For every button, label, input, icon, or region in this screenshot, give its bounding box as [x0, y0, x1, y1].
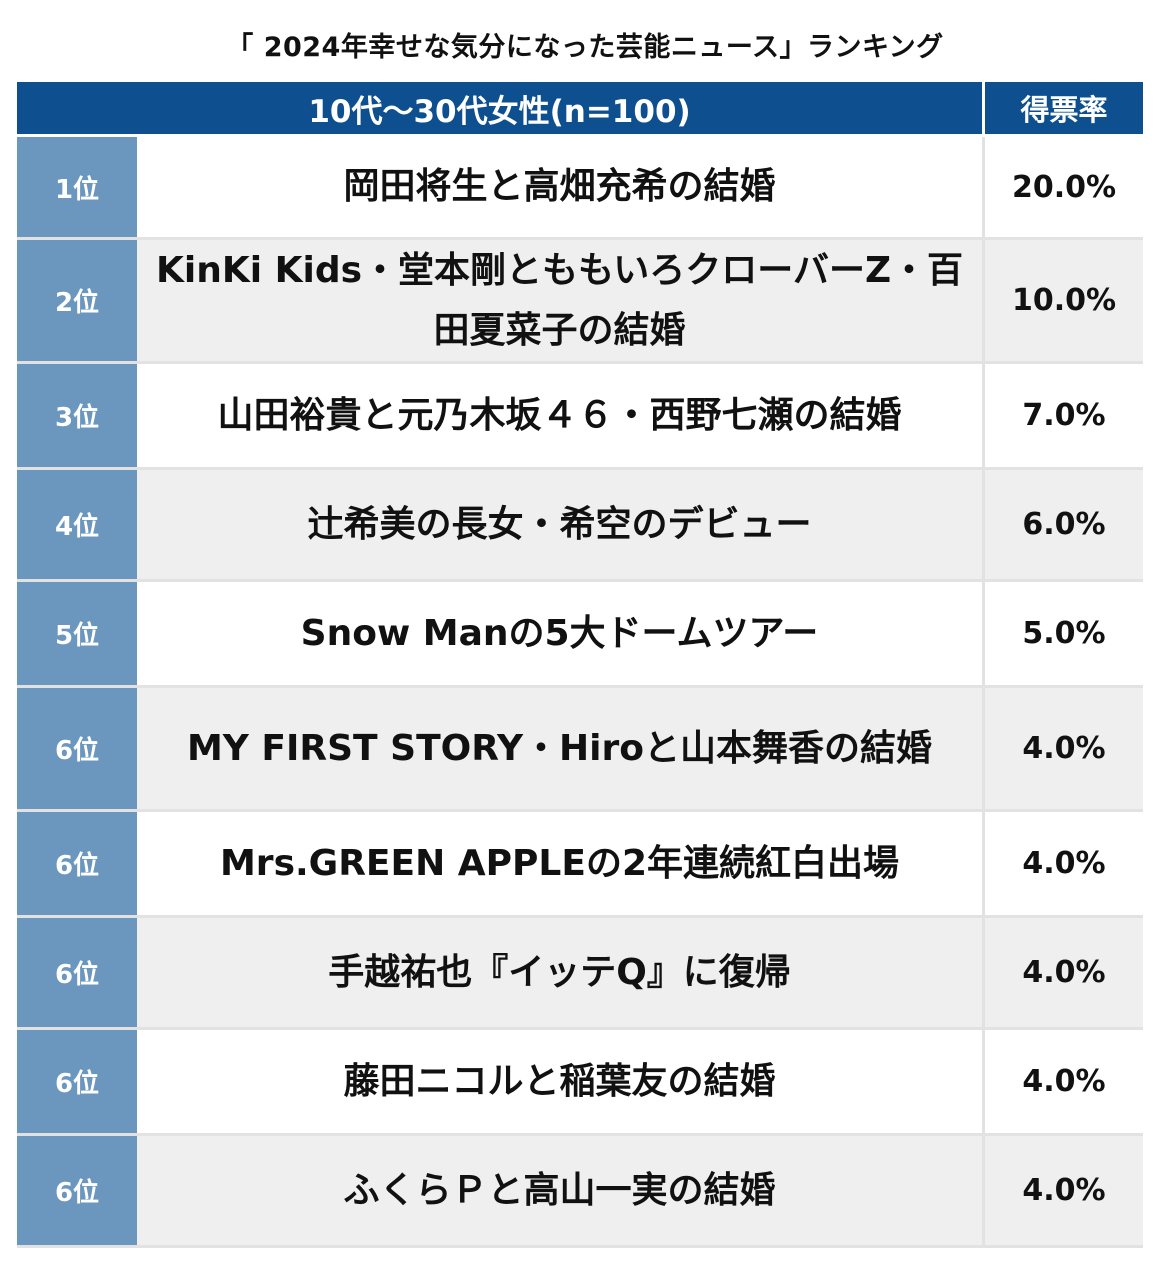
table-row: 6位 MY FIRST STORY・Hiroと山本舞香の結婚 4.0% — [17, 688, 1143, 812]
rate-header: 得票率 — [1020, 93, 1108, 127]
rate-cell: 4.0% — [1022, 1064, 1106, 1099]
rank-cell: 1位 — [17, 137, 137, 237]
table-row: 4位 辻希美の長女・希空のデビュー 6.0% — [17, 470, 1143, 582]
topic-cell: Mrs.GREEN APPLEの2年連続紅白出場 — [137, 812, 985, 915]
topic-cell: 岡田将生と高畑充希の結婚 — [137, 137, 985, 237]
rank-cell: 6位 — [17, 1030, 137, 1133]
topic-cell: KinKi Kids・堂本剛とももいろクローバーZ・百田夏菜子の結婚 — [137, 240, 985, 361]
rate-cell: 4.0% — [1022, 1173, 1106, 1208]
table-row: 6位 ふくらＰと高山一実の結婚 4.0% — [17, 1136, 1143, 1248]
rate-cell: 20.0% — [1011, 169, 1117, 205]
topic-cell: MY FIRST STORY・Hiroと山本舞香の結婚 — [137, 688, 985, 809]
rank-cell: 6位 — [17, 1136, 137, 1245]
rank-cell: 3位 — [17, 364, 137, 467]
rate-cell: 4.0% — [1022, 846, 1106, 881]
table-row: 6位 藤田ニコルと稲葉友の結婚 4.0% — [17, 1030, 1143, 1136]
segment-header: 10代〜30代女性(n=100) — [17, 82, 985, 134]
rate-cell: 4.0% — [1022, 731, 1106, 766]
rate-cell: 6.0% — [1022, 507, 1106, 542]
ranking-table: 10代〜30代女性(n=100) 得票率 1位 岡田将生と高畑充希の結婚 20.… — [17, 82, 1143, 1248]
rate-cell: 4.0% — [1022, 955, 1106, 990]
table-row: 2位 KinKi Kids・堂本剛とももいろクローバーZ・百田夏菜子の結婚 10… — [17, 240, 1143, 364]
rank-cell: 6位 — [17, 688, 137, 809]
table-row: 6位 手越祐也『イッテQ』に復帰 4.0% — [17, 918, 1143, 1030]
rate-cell: 5.0% — [1022, 616, 1106, 651]
topic-cell: Snow Manの5大ドームツアー — [137, 582, 985, 685]
rank-cell: 4位 — [17, 470, 137, 579]
rank-cell: 6位 — [17, 918, 137, 1027]
rank-cell: 2位 — [17, 240, 137, 361]
table-row: 6位 Mrs.GREEN APPLEの2年連続紅白出場 4.0% — [17, 812, 1143, 918]
topic-cell: 辻希美の長女・希空のデビュー — [137, 470, 985, 579]
chart-title: 「 2024年幸せな気分になった芸能ニュース」ランキング — [226, 32, 944, 63]
table-row: 5位 Snow Manの5大ドームツアー 5.0% — [17, 582, 1143, 688]
rank-cell: 5位 — [17, 582, 137, 685]
table-row: 3位 山田裕貴と元乃木坂４６・西野七瀬の結婚 7.0% — [17, 364, 1143, 470]
rank-cell: 6位 — [17, 812, 137, 915]
rate-cell: 10.0% — [1011, 283, 1117, 318]
topic-cell: 手越祐也『イッテQ』に復帰 — [137, 918, 985, 1027]
topic-cell: ふくらＰと高山一実の結婚 — [137, 1136, 985, 1245]
table-row: 1位 岡田将生と高畑充希の結婚 20.0% — [17, 137, 1143, 240]
topic-cell: 藤田ニコルと稲葉友の結婚 — [137, 1030, 985, 1133]
topic-cell: 山田裕貴と元乃木坂４６・西野七瀬の結婚 — [137, 364, 985, 467]
table-header: 10代〜30代女性(n=100) 得票率 — [17, 82, 1143, 137]
rate-cell: 7.0% — [1022, 398, 1106, 433]
